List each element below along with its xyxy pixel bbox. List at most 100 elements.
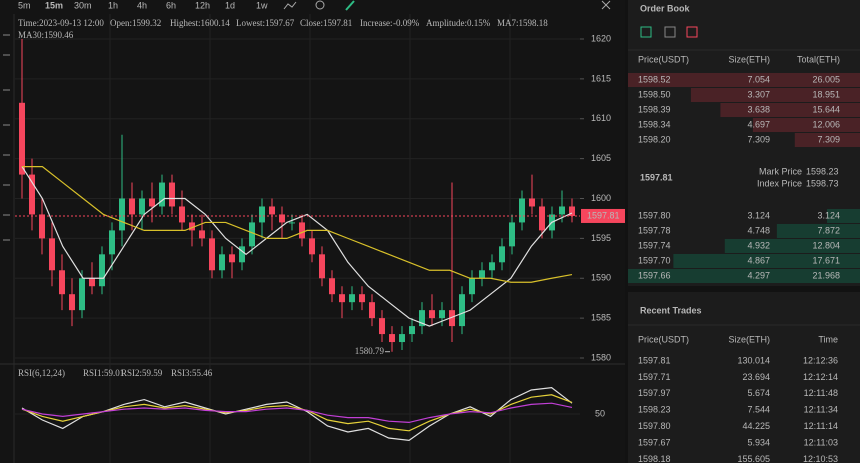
price-tick-label: 1620 [591,33,611,43]
candle-body [39,214,45,239]
book-cell[interactable]: 1597.70 [638,255,671,265]
trade-cell: 1597.67 [638,437,671,447]
candle-body [49,238,55,271]
timeframe-tab[interactable]: 4h [137,0,147,10]
trade-cell: 44.225 [742,421,770,431]
column-header: Time [818,334,838,344]
book-cell[interactable]: 1598.50 [638,89,671,99]
book-cell[interactable]: 1598.34 [638,119,671,129]
book-view-icons[interactable] [640,26,698,38]
candle-body [479,270,485,279]
book-cell[interactable]: 1597.74 [638,240,671,250]
candle-body [99,254,105,287]
candle-body [29,174,35,215]
timeframe-tab[interactable]: 6h [166,0,176,10]
info-item: Amplitude:0.15% [426,18,491,28]
book-cell[interactable]: 1597.80 [638,210,671,220]
trade-cell: 1597.71 [638,372,671,382]
rsi-title: RSI(6,12,24) [18,368,65,378]
book-cell[interactable]: 1598.39 [638,104,671,114]
timeframe-tab[interactable]: 1h [108,0,118,10]
indicator-line [22,166,573,283]
candle-body [439,310,445,319]
book-cell[interactable]: 1598.52 [638,74,671,84]
timeframe-tab[interactable]: 30m [74,0,92,10]
book-cell[interactable]: 26.005 [812,74,840,84]
candle-body [159,182,165,207]
rsi-tick-label: 50 [595,408,605,418]
book-cell[interactable]: 4.932 [747,240,770,250]
trade-cell: 1597.80 [638,421,671,431]
candle-body [189,222,195,231]
book-cell[interactable]: 15.644 [812,104,840,114]
candle-body [409,326,415,335]
candle-body [89,278,95,287]
book-cell[interactable]: 4.748 [747,225,770,235]
trade-cell: 12:11:14 [804,421,838,431]
candle-body [519,198,525,223]
timeframe-tab[interactable]: 1w [256,0,268,10]
book-cell[interactable]: 1597.66 [638,270,671,280]
book-cell[interactable]: 3.124 [747,210,770,220]
timeframe-tab[interactable]: 5m [18,0,31,10]
book-cell[interactable]: 1597.78 [638,225,671,235]
trade-cell: 130.014 [737,355,770,365]
candle-body [389,334,395,343]
trade-cell: 1598.18 [638,454,671,463]
book-cell[interactable]: 3.124 [817,210,840,220]
candle-body [59,270,65,295]
candle-body [239,246,245,263]
book-cell[interactable]: 7.054 [747,74,770,84]
book-cell[interactable]: 7.872 [817,225,840,235]
candle-body [119,198,125,231]
candle-body [499,246,505,263]
trade-cell: 7.544 [747,405,770,415]
price-tick-label: 1595 [591,233,611,243]
depth-bar [827,209,860,223]
book-cell[interactable]: 1598.20 [638,134,671,144]
book-cell[interactable]: 4.867 [747,255,770,265]
top-tools[interactable] [283,0,611,11]
candle-body [299,222,305,239]
trades-title: Recent Trades [640,305,702,315]
candle-body [179,206,185,223]
book-cell[interactable]: 21.968 [812,270,840,280]
book-cell[interactable]: 18.951 [812,89,840,99]
book-cell[interactable]: 4.297 [747,270,770,280]
timeframe-tab[interactable]: 12h [195,0,210,10]
book-cell[interactable]: 7.309 [817,134,840,144]
book-cell[interactable]: 12.804 [812,240,840,250]
indicator-line [21,166,573,327]
trade-cell: 12:11:03 [804,437,838,447]
info-item: -0.09% [393,18,420,28]
candle-body [449,310,455,327]
trade-cell: 12:10:53 [803,454,838,463]
timeframe-tab[interactable]: 15m [45,0,63,10]
trade-cell: 1597.97 [638,388,671,398]
candle-body [79,278,85,311]
candle-body [559,206,565,215]
timeframe-tab[interactable]: 1d [225,0,235,10]
candle-body [19,102,25,175]
side-tools[interactable] [3,34,10,241]
book-cell[interactable]: 7.309 [747,134,770,144]
rsi-legend: RSI3:55.46 [171,368,213,378]
book-cell[interactable]: 17.671 [812,255,840,265]
ma30-label: MA30:1590.46 [18,30,74,40]
price-tick-label: 1590 [591,273,611,283]
candle-body [329,278,335,295]
book-cell[interactable]: 4.697 [747,119,770,129]
candle-body [539,206,545,231]
book-cell[interactable]: 3.638 [747,104,770,114]
depth-bar [752,118,860,132]
last-price-label: 1597.81 [587,210,620,220]
candle-body [209,238,215,271]
candle-body [419,310,425,327]
price-tick-label: 1580 [591,352,611,362]
book-cell[interactable]: 12.006 [812,119,840,129]
book-cell[interactable]: 3.307 [747,89,770,99]
trade-cell: 5.934 [747,437,770,447]
candle-body [109,230,115,255]
trade-cell: 5.674 [747,388,770,398]
depth-bar [628,73,860,87]
